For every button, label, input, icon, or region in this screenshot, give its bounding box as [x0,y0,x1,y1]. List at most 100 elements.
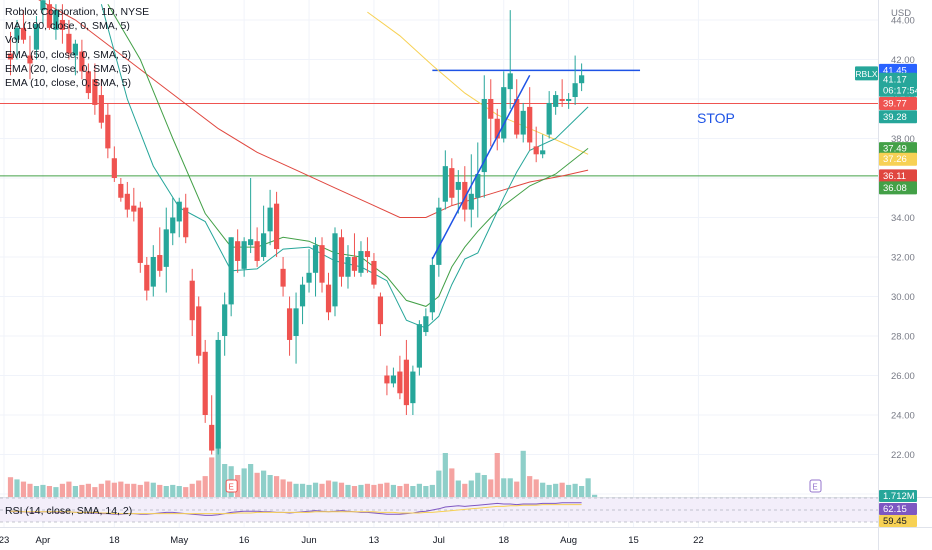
candle-body [222,304,228,336]
rsi-ma-line [10,504,582,515]
volume-bar [553,483,559,497]
legend-ma100[interactable]: MA (100, close, 0, SMA, 5) [5,20,130,33]
volume-bar [273,476,280,497]
volume-bar [176,486,182,497]
x-tick-label: Aug [560,535,577,546]
volume-bar [79,484,85,497]
candle-body [228,237,234,305]
volume-bar [468,480,474,497]
candle-body [475,174,481,198]
candle-body [423,316,429,333]
candle-body [79,51,85,72]
price-tag: 36.08 [883,183,907,194]
candle-body [286,308,293,340]
price-tag-bg [879,97,917,111]
volume-bar [351,486,358,497]
volume-tag: 1.712M [883,491,915,502]
volume-bar [248,464,254,497]
price-tag-bg [879,152,917,166]
candle-body [170,217,176,234]
legend-ema10[interactable]: EMA (10, close, 0, SMA, 5) [5,77,132,90]
volume-bar [520,450,526,497]
time-axis[interactable]: 23 Apr 18 May 16 Jun 13 Jul 18 Aug 15 22 [0,535,704,546]
candle-body [254,241,260,261]
volume-bar [501,478,507,497]
y-tick-label: 44.00 [891,16,915,27]
legend-vol[interactable]: Vol [5,34,20,47]
volume-bar [202,476,208,497]
volume-bar [163,486,169,497]
candle-body [377,296,384,325]
candle-body [248,239,254,246]
volume-bar [183,487,189,497]
volume-bar [33,486,40,497]
volume-bar [170,484,176,497]
candle-body [163,229,169,267]
volume-bar [338,482,345,497]
volume-bar [144,481,150,497]
volume-bar [475,472,481,497]
candle-body [267,207,273,232]
candle-body [105,114,111,149]
legend-ema50[interactable]: EMA (50, close, 0, SMA, 5) [5,48,132,61]
candle-body [46,4,53,28]
volume-bar [397,486,403,497]
volume-bar [507,478,513,497]
candle-body [72,43,78,56]
currency-label: USD [891,8,911,19]
candle-body [157,255,163,271]
volume-bar [20,481,27,497]
legend-title[interactable]: Roblox Corporation, 1D, NYSE [5,6,150,18]
price-tag: 06:17:54 [883,85,920,96]
volume-bar [85,483,91,497]
x-tick-label: May [170,535,188,546]
x-tick-label: 15 [628,535,639,546]
volume-bar [384,482,390,497]
volume-bar [325,480,332,497]
x-tick-label: 23 [0,535,9,546]
symbol-tag: RBLX [855,69,878,79]
candle-body [299,284,306,307]
stop-annotation[interactable]: STOP [697,110,735,126]
candle-body [14,27,20,40]
candle-body [111,158,117,178]
volume-bar [371,484,377,497]
candle-body [189,280,195,321]
rsi-tag-bg [879,515,917,527]
candle-body [53,10,59,30]
volume-bar [540,482,546,497]
volume-bar [72,486,78,497]
candle-body [533,146,539,155]
price-tag-bg [879,72,917,97]
volume-bar [261,470,267,497]
rsi-legend[interactable]: RSI (14, close, SMA, 14, 2) [5,505,133,517]
price-tag-bg [879,181,917,195]
volume-bar [410,486,416,497]
candle-body [176,201,182,222]
legend-ema20[interactable]: EMA (20, close, 0, SMA, 5) [5,62,132,75]
candle-body [131,205,137,212]
candle-body [345,257,351,277]
price-tag-bg [879,110,917,124]
volume-bar [423,486,429,497]
trend-line[interactable] [431,74,531,260]
volume-bar [429,484,435,497]
volume-bar [124,483,130,497]
candle-body [390,375,397,384]
price-tag: 41.17 [883,74,907,85]
candle-body [579,75,585,84]
volume-bar [559,482,565,497]
volume-bar [462,483,468,497]
candle-body [416,324,422,368]
volume-bar [449,468,455,497]
candle-body [442,166,448,202]
candle-body [520,110,526,135]
candle-body [358,251,364,273]
candle-body [397,371,403,394]
volume-bar [118,481,124,497]
volume-bar [7,477,14,497]
price-tag: 37.49 [883,144,907,155]
candle-body [572,83,578,98]
candle-body [118,183,124,198]
